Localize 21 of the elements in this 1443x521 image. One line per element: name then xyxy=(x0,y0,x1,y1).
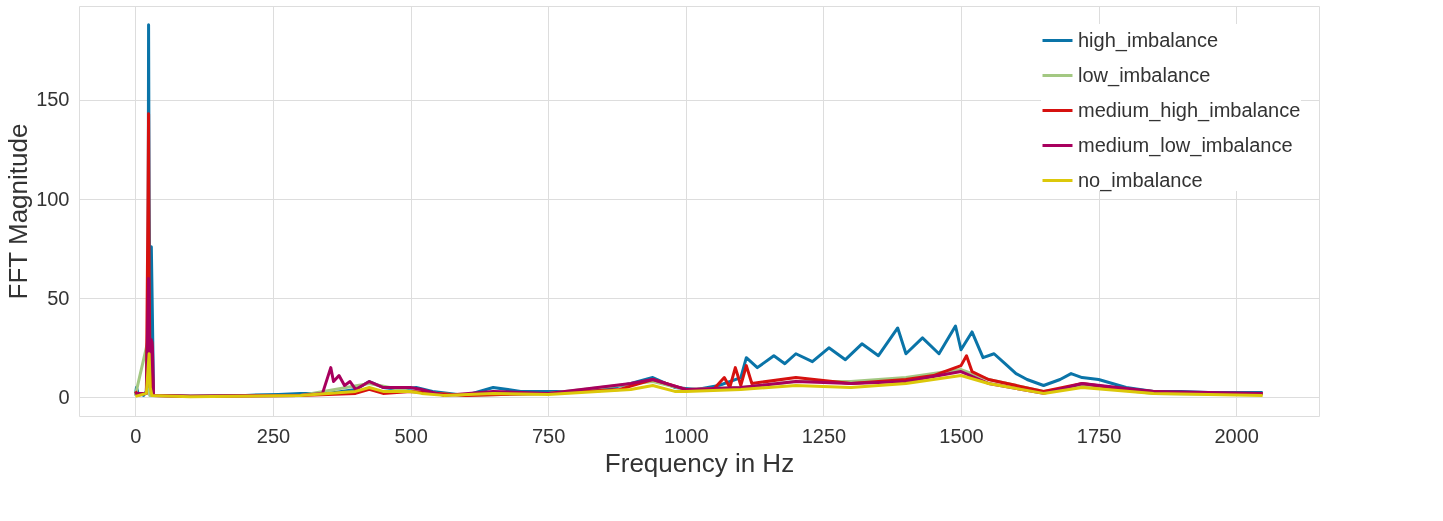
legend-label: low_imbalance xyxy=(1078,63,1211,87)
y-axis-title: FFT Magnitude xyxy=(3,123,34,300)
line-series xyxy=(133,352,1265,399)
legend-label: medium_low_imbalance xyxy=(1078,133,1293,157)
x-axis-title: Frequency in Hz xyxy=(604,447,795,478)
legend-label: medium_high_imbalance xyxy=(1078,98,1301,122)
x-tick-label: 1500 xyxy=(939,424,984,447)
y-tick-label: 0 xyxy=(58,385,70,408)
x-tick-label: 1750 xyxy=(1076,424,1122,447)
y-tick-label: 150 xyxy=(36,88,70,111)
y-tick-label: 50 xyxy=(47,286,70,309)
x-tick-label: 1000 xyxy=(664,424,709,447)
legend-label: no_imbalance xyxy=(1078,168,1203,192)
x-tick-label: 750 xyxy=(532,424,566,447)
x-tick-label: 2000 xyxy=(1214,424,1259,447)
x-tick-label: 0 xyxy=(130,424,142,447)
y-tick-label: 100 xyxy=(36,187,70,210)
x-tick-label: 500 xyxy=(394,424,428,447)
x-tick-label: 250 xyxy=(256,424,291,447)
x-tick-label: 1250 xyxy=(801,424,847,447)
legend-label: high_imbalance xyxy=(1078,28,1219,52)
